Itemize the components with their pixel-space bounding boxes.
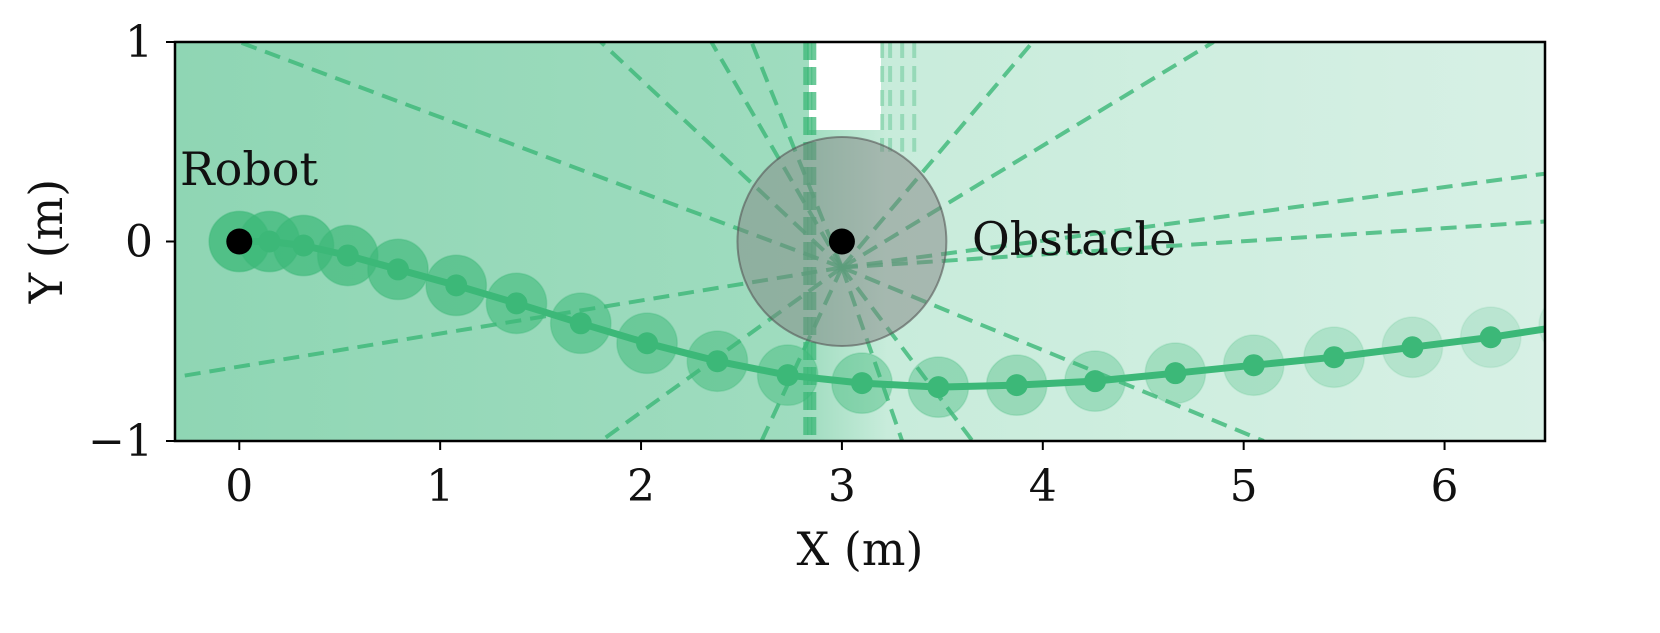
trajectory-point-12 xyxy=(927,376,950,399)
sensor-ray-6 xyxy=(840,42,1215,270)
annotation-robot: Robot xyxy=(180,142,318,196)
x-tick-label-5: 5 xyxy=(1230,461,1258,512)
x-tick-label-2: 2 xyxy=(627,461,655,512)
trajectory-point-19 xyxy=(1479,326,1502,349)
x-tick-label-0: 0 xyxy=(225,461,253,512)
trajectory-point-2 xyxy=(292,234,315,257)
trajectory-point-4 xyxy=(386,258,409,281)
trajectory-point-11 xyxy=(851,372,874,395)
sensor-ray-7 xyxy=(841,171,1545,270)
plot-area xyxy=(175,42,1580,441)
trajectory-point-16 xyxy=(1242,354,1265,377)
trajectory-point-14 xyxy=(1084,370,1107,393)
trajectory-point-10 xyxy=(776,364,799,387)
trajectory-point-6 xyxy=(505,292,528,315)
x-tick-label-6: 6 xyxy=(1431,461,1459,512)
robot-center xyxy=(226,228,253,255)
trajectory-point-1 xyxy=(258,230,281,253)
sensor-ray-4 xyxy=(749,42,844,269)
shadow-gap-region xyxy=(809,42,881,130)
y-tick-label-1: 0 xyxy=(125,217,153,268)
sensor-ray-9 xyxy=(840,266,975,441)
trajectory-point-3 xyxy=(336,244,359,267)
obstacle-group xyxy=(226,136,948,347)
obstacle-center xyxy=(828,228,855,255)
sensor-ray-13 xyxy=(841,219,1545,270)
y-tick-label-0: −1 xyxy=(88,416,153,467)
x-axis-label: X (m) xyxy=(797,522,924,576)
x-tick-label-3: 3 xyxy=(828,461,856,512)
y-axis-label: Y (m) xyxy=(19,179,73,305)
trajectory-point-8 xyxy=(636,332,659,355)
trajectory-point-18 xyxy=(1401,336,1424,359)
sensor-ray-2 xyxy=(599,42,844,269)
trajectory-point-17 xyxy=(1323,346,1346,369)
sensor-ray-11 xyxy=(759,266,844,441)
trajectory-point-9 xyxy=(706,350,729,373)
sensor-ray-10 xyxy=(840,266,905,441)
trajectory-point-15 xyxy=(1164,362,1187,385)
trajectory-point-7 xyxy=(569,312,592,335)
trajectory-point-5 xyxy=(445,274,468,297)
x-tick-label-4: 4 xyxy=(1029,461,1057,512)
robot-footprint-20 xyxy=(1538,305,1545,345)
trajectory-point-20 xyxy=(1558,314,1580,336)
trajectory-point-13 xyxy=(1005,374,1028,397)
x-tick-label-1: 1 xyxy=(426,461,454,512)
sensor-ray-8 xyxy=(841,265,1265,441)
axis-ticks: 0 1 2 3 4 5 6 −1 0 1 xyxy=(88,17,1458,512)
sensor-ray-3 xyxy=(709,42,844,269)
y-tick-label-2: 1 xyxy=(125,17,153,68)
trajectory xyxy=(208,210,1580,419)
sensor-ray-1 xyxy=(238,42,843,270)
annotation-obstacle: Obstacle xyxy=(972,212,1176,266)
